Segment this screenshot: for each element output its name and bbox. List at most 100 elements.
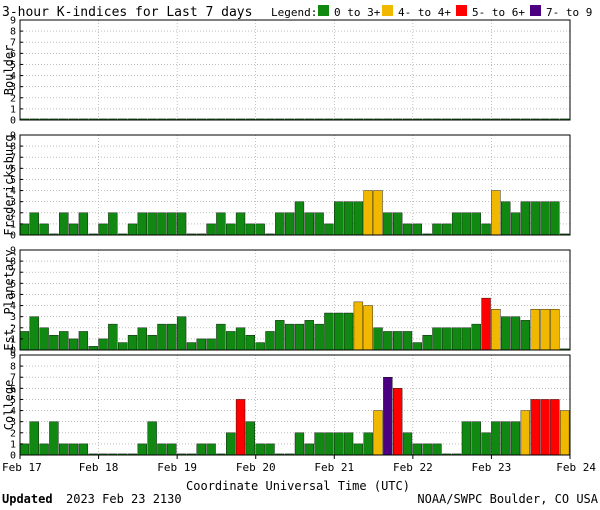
bar [363, 432, 373, 456]
bar [334, 432, 344, 456]
bar [19, 331, 30, 351]
bar [167, 443, 177, 456]
bar [540, 399, 550, 456]
y-tick-label: 6 [10, 49, 16, 60]
bar [471, 323, 481, 351]
bar [559, 410, 570, 456]
y-tick-label: 5 [10, 175, 16, 186]
bar [206, 338, 216, 351]
bar [235, 212, 246, 236]
y-tick-label: 7 [10, 153, 16, 164]
bar [481, 223, 491, 236]
bar [294, 432, 305, 456]
legend-item-label: 7- to 9 [546, 6, 592, 19]
bar [334, 201, 344, 236]
bar [501, 421, 511, 456]
bar [422, 443, 432, 456]
bar [206, 223, 216, 236]
bar [324, 432, 334, 456]
bar [530, 309, 540, 351]
x-tick-label: Feb 24 [556, 461, 596, 474]
y-tick-label: 9 [10, 246, 16, 257]
panel-label: Fredericksburg [2, 134, 16, 235]
bar [29, 421, 39, 456]
bar [186, 342, 197, 351]
bar [294, 323, 305, 351]
bar [510, 212, 521, 236]
bar [294, 201, 305, 236]
y-tick-label: 0 [10, 451, 16, 462]
bar [471, 421, 481, 456]
legend-item-label: 4- to 4+ [398, 6, 451, 19]
bar [432, 443, 442, 456]
y-tick-label: 4 [10, 406, 16, 417]
bar [540, 309, 550, 351]
bar [176, 212, 187, 236]
y-tick-label: 5 [10, 60, 16, 71]
x-tick-label: Feb 18 [79, 461, 119, 474]
bar [550, 309, 560, 351]
plot-area [20, 20, 570, 120]
bar [176, 316, 187, 351]
bar [432, 327, 442, 351]
bar [353, 443, 364, 456]
bar [402, 223, 413, 236]
legend-swatch [318, 5, 329, 16]
bar [127, 223, 138, 236]
bar [363, 190, 373, 236]
panel-label: Est. Planetary [2, 249, 16, 350]
bar [373, 410, 383, 456]
bar [383, 331, 393, 351]
legend-item-label: 5- to 6+ [472, 6, 525, 19]
bar [520, 320, 531, 351]
bar [275, 320, 285, 351]
bar [461, 212, 472, 236]
bar [461, 327, 472, 351]
bar [245, 421, 256, 456]
y-tick-label: 8 [10, 257, 16, 268]
bar [363, 305, 373, 351]
x-tick-label: Feb 17 [2, 461, 42, 474]
bar [442, 327, 452, 351]
y-tick-label: 0 [10, 231, 16, 242]
bar [19, 223, 30, 236]
y-tick-label: 1 [10, 104, 16, 115]
bar [137, 212, 147, 236]
bar [432, 223, 442, 236]
legend: Legend: 0 to 3+ 4- to 4+ 5- to 6+ 7- to 9 [271, 5, 592, 19]
bar [491, 190, 501, 236]
bar [196, 443, 206, 456]
y-tick-label: 6 [10, 384, 16, 395]
bar [422, 335, 432, 351]
bar [235, 327, 246, 351]
y-tick-label: 2 [10, 208, 16, 219]
bar [284, 212, 295, 236]
bar [383, 377, 393, 456]
bar [98, 338, 108, 351]
bar [68, 338, 79, 351]
y-tick-label: 4 [10, 71, 16, 82]
bar [520, 410, 531, 456]
bar [196, 338, 206, 351]
bar [491, 309, 501, 351]
bar [29, 316, 39, 351]
legend-swatch [382, 5, 393, 16]
bar [29, 212, 39, 236]
bar [68, 223, 79, 236]
bar [393, 331, 403, 351]
y-tick-label: 5 [10, 290, 16, 301]
bar [255, 342, 265, 351]
bar [68, 443, 79, 456]
bar [353, 301, 364, 351]
bar [402, 432, 413, 456]
bar [481, 432, 491, 456]
updated-timestamp: 2023 Feb 23 2130 [66, 492, 182, 506]
y-tick-label: 9 [10, 16, 16, 27]
y-tick-label: 2 [10, 428, 16, 439]
y-tick-label: 5 [10, 395, 16, 406]
bar [343, 201, 354, 236]
y-tick-label: 6 [10, 279, 16, 290]
y-tick-label: 7 [10, 38, 16, 49]
bar [137, 327, 147, 351]
